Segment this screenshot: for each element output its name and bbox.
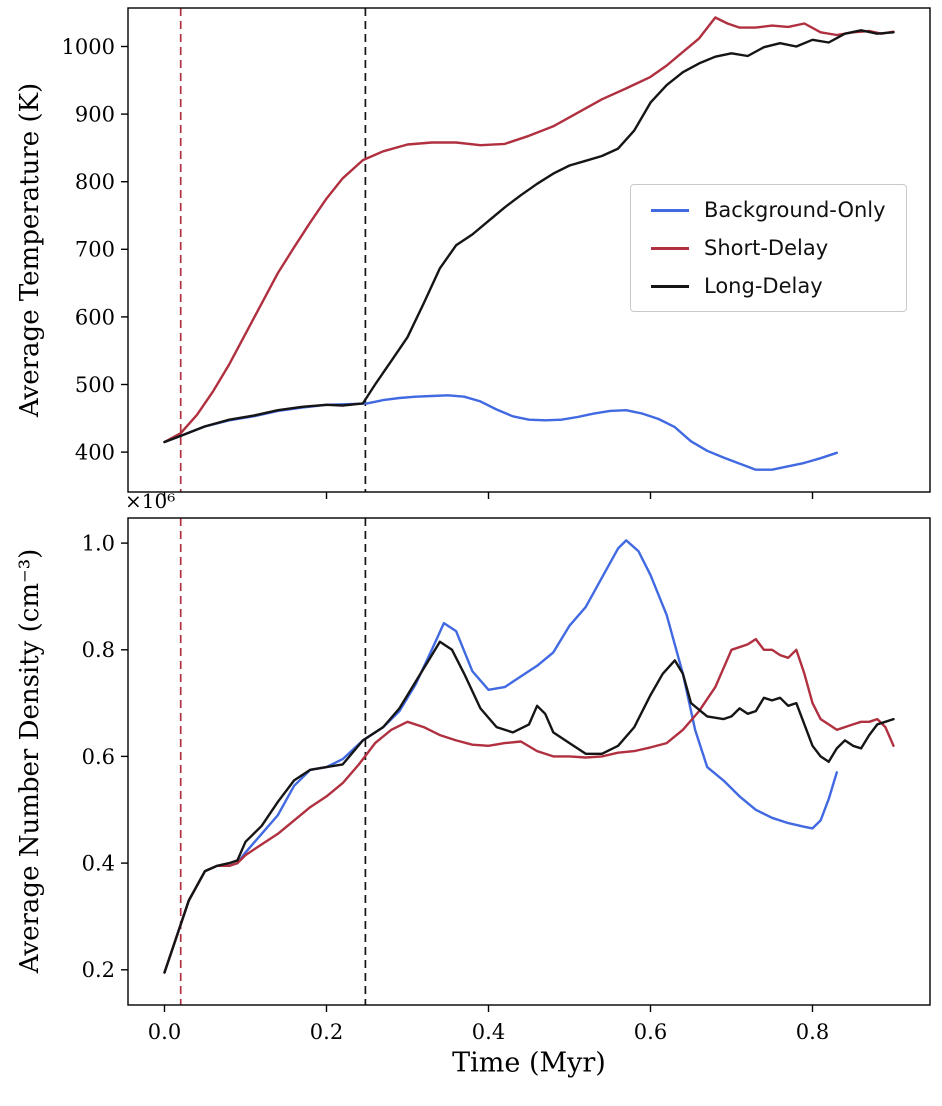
x-tick-label: 0.4 xyxy=(472,1020,505,1044)
y-axis-offset-exponent: ×10⁶ xyxy=(125,489,176,513)
x-tick-label: 0.2 xyxy=(310,1020,343,1044)
series-short-delay xyxy=(163,637,895,974)
y-tick-label: 400 xyxy=(75,440,115,464)
axes-frame xyxy=(127,517,931,1006)
legend-line-background-only xyxy=(651,208,689,212)
y-tick-label: 600 xyxy=(75,305,115,329)
y-axis-label-temperature: Average Temperature (K) xyxy=(15,82,45,418)
series-long-delay xyxy=(163,29,895,444)
y-tick-label: 1.0 xyxy=(82,531,115,555)
x-tick-label: 0.8 xyxy=(796,1020,829,1044)
legend-entry-long-delay: Long-Delay xyxy=(651,274,886,298)
x-tick-label: 0.6 xyxy=(634,1020,667,1044)
legend-line-long-delay xyxy=(651,284,689,288)
legend-label-background-only: Background-Only xyxy=(704,198,886,222)
series-long-delay xyxy=(163,640,895,974)
y-tick-label: 0.4 xyxy=(82,851,115,875)
legend: Background-Only Short-Delay Long-Delay xyxy=(630,184,907,312)
y-tick-label: 800 xyxy=(75,170,115,194)
x-tick-label: 0.0 xyxy=(148,1020,181,1044)
y-tick-label: 900 xyxy=(75,102,115,126)
legend-line-short-delay xyxy=(651,246,689,250)
density-panel: 0.2 0.4 0.6 0.8 1.0 0.0 0.2 0.4 0.6 0.8 xyxy=(82,517,931,1044)
legend-entry-short-delay: Short-Delay xyxy=(651,236,886,260)
y-axis-label-density: Average Number Density (cm⁻³) xyxy=(15,548,45,974)
y-tick-label: 0.8 xyxy=(82,638,115,662)
x-axis-label-time: Time (Myr) xyxy=(452,1047,606,1079)
series-background-only xyxy=(163,394,838,471)
y-tick-label: 500 xyxy=(75,373,115,397)
temperature-panel: 400 500 600 700 800 900 1000 xyxy=(62,7,931,499)
y-tick-label: 0.2 xyxy=(82,958,115,982)
legend-label-long-delay: Long-Delay xyxy=(704,274,823,298)
series-short-delay xyxy=(163,16,895,444)
legend-label-short-delay: Short-Delay xyxy=(704,236,829,260)
y-tick-label: 0.6 xyxy=(82,745,115,769)
y-tick-label: 1000 xyxy=(62,35,115,59)
y-tick-label: 700 xyxy=(75,238,115,262)
series-background-only xyxy=(163,539,838,974)
legend-entry-background-only: Background-Only xyxy=(651,198,886,222)
